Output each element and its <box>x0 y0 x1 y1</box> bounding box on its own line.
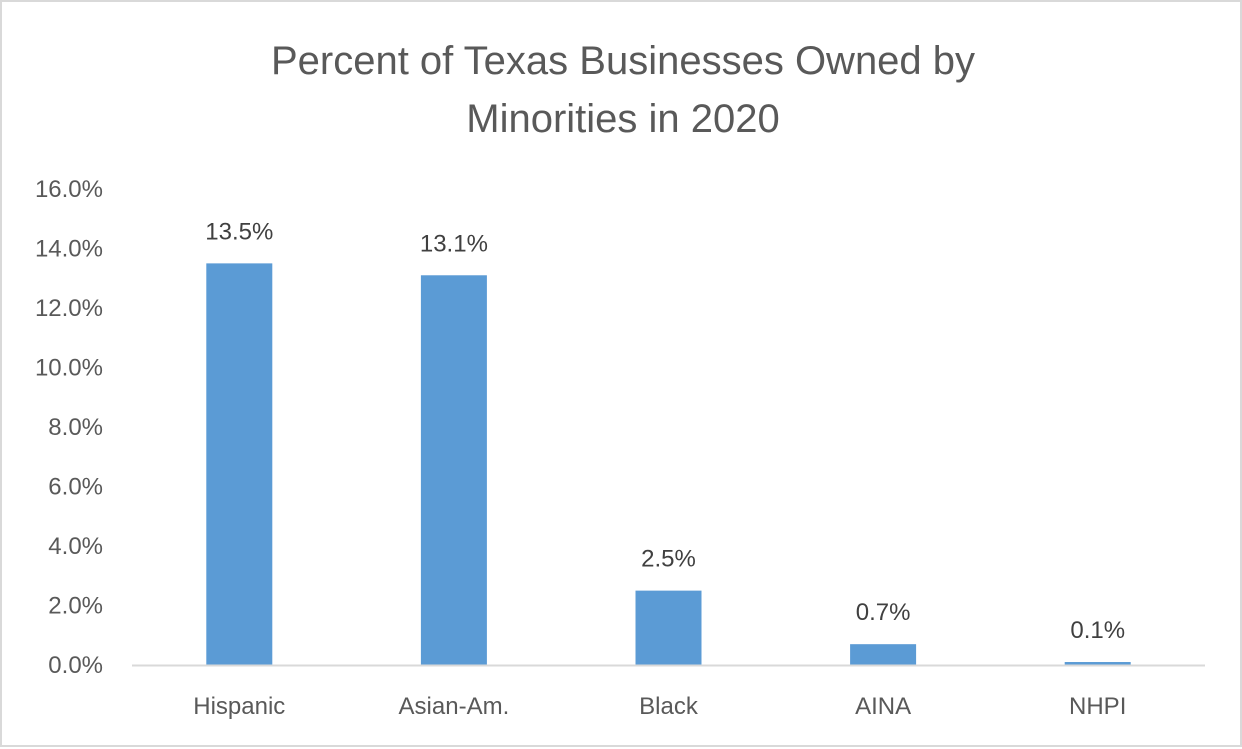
bar <box>635 590 702 665</box>
x-tick-label: AINA <box>855 693 911 720</box>
x-tick-label: NHPI <box>1069 693 1126 720</box>
y-tick-label: 14.0% <box>35 236 103 263</box>
data-label: 0.1% <box>1070 617 1125 644</box>
y-tick-label: 4.0% <box>48 533 103 560</box>
chart-title: Percent of Texas Businesses Owned by Min… <box>2 32 1242 148</box>
y-tick-label: 6.0% <box>48 474 103 501</box>
x-tick-label: Asian-Am. <box>399 693 510 720</box>
bar <box>1064 662 1131 665</box>
x-tick-label: Hispanic <box>193 693 285 720</box>
chart-title-line-2: Minorities in 2020 <box>466 97 780 141</box>
bar <box>420 275 487 665</box>
y-tick-label: 0.0% <box>48 652 103 679</box>
data-label: 13.1% <box>420 230 488 257</box>
data-label: 13.5% <box>205 218 273 245</box>
bar <box>206 263 273 665</box>
y-tick-label: 8.0% <box>48 414 103 441</box>
data-label: 0.7% <box>856 599 911 626</box>
y-tick-label: 2.0% <box>48 593 103 620</box>
bar <box>850 644 917 665</box>
data-label: 2.5% <box>641 546 696 573</box>
y-tick-label: 12.0% <box>35 295 103 322</box>
y-tick-label: 16.0% <box>35 176 103 203</box>
x-tick-label: Black <box>639 693 699 720</box>
chart-title-line-1: Percent of Texas Businesses Owned by <box>270 39 976 83</box>
y-tick-label: 10.0% <box>35 355 103 382</box>
